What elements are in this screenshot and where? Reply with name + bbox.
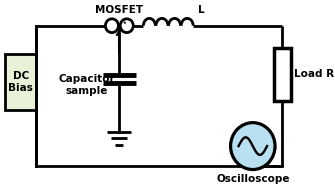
Text: Oscilloscope: Oscilloscope (216, 174, 289, 184)
Text: L: L (198, 5, 205, 15)
Circle shape (230, 123, 275, 170)
FancyBboxPatch shape (5, 54, 36, 110)
Bar (274, 48, 291, 101)
Text: DC
Bias: DC Bias (8, 71, 33, 93)
Circle shape (120, 19, 133, 33)
Circle shape (106, 19, 119, 33)
Text: Capacitor
sample: Capacitor sample (58, 74, 115, 96)
Text: MOSFET: MOSFET (95, 5, 143, 15)
Text: Load R: Load R (294, 69, 334, 79)
